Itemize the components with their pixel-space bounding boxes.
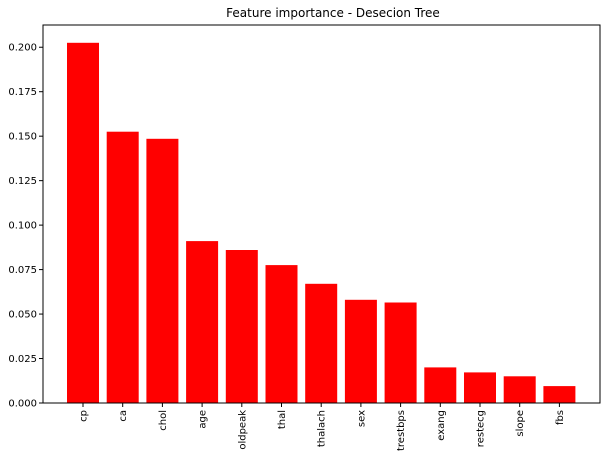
y-axis: 0.000 0.025 0.050 0.075 0.100 0.125 0.150 0.175… — [8, 43, 43, 410]
x-tick-label: sex — [356, 410, 367, 427]
x-tick-label: ca — [118, 410, 129, 422]
bar-sex — [344, 299, 377, 403]
x-tick-label: age — [198, 410, 209, 429]
bar-thalach — [305, 283, 338, 403]
y-tick-label: 0.150 — [8, 132, 37, 143]
bar-thal — [265, 265, 298, 403]
x-axis: cp ca chol age oldpeak thal thalach sex trestbps… — [79, 403, 566, 451]
x-tick-label: oldpeak — [237, 410, 248, 450]
x-tick-label: trestbps — [396, 410, 407, 451]
bar-fbs — [543, 386, 576, 403]
x-tick-label: exang — [436, 410, 447, 441]
bar-oldpeak — [225, 250, 258, 403]
y-tick-label: 0.025 — [8, 354, 37, 365]
x-tick-label: slope — [515, 410, 526, 437]
bar-trestbps — [384, 302, 417, 403]
x-tick-label: fbs — [555, 410, 566, 425]
y-tick-label: 0.100 — [8, 221, 37, 232]
chart-title: Feature importance - Desecion Tree — [226, 6, 440, 20]
plot-frame — [42, 24, 601, 404]
bar-chol — [146, 138, 179, 404]
y-tick-label: 0.000 — [8, 399, 37, 410]
y-tick-label: 0.125 — [8, 176, 37, 187]
bar-age — [186, 241, 219, 403]
bar-slope — [503, 376, 536, 403]
x-tick-label: thalach — [317, 410, 328, 447]
y-tick-label: 0.075 — [8, 265, 37, 276]
x-tick-label: restecg — [476, 410, 487, 447]
bar-restecg — [464, 372, 496, 403]
bars-group — [67, 42, 576, 404]
y-tick-label: 0.050 — [8, 310, 37, 321]
x-tick-label: thal — [277, 410, 288, 429]
y-tick-label: 0.200 — [8, 43, 37, 54]
x-tick-label: cp — [79, 410, 90, 422]
bar-cp — [67, 42, 99, 404]
x-tick-label: chol — [158, 410, 169, 431]
bar-exang — [424, 367, 457, 403]
y-tick-label: 0.175 — [8, 87, 37, 98]
bar-ca — [106, 131, 139, 403]
